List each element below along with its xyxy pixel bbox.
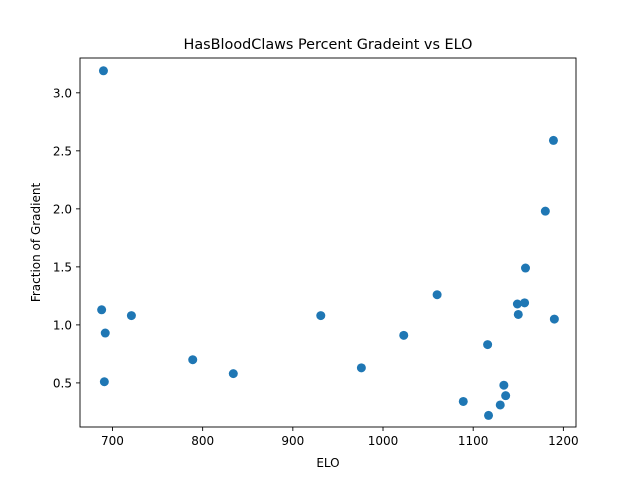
- data-point: [316, 311, 326, 321]
- y-tick-label: 1.0: [53, 318, 72, 332]
- data-point: [99, 377, 109, 387]
- points-layer: [97, 66, 559, 420]
- data-point: [100, 328, 110, 338]
- data-point: [483, 340, 493, 350]
- data-point: [495, 400, 505, 410]
- chart-title: HasBloodClaws Percent Gradeint vs ELO: [184, 37, 473, 53]
- x-tick-label: 1200: [548, 434, 579, 448]
- data-point: [501, 391, 511, 401]
- data-point: [432, 290, 442, 300]
- x-axis-label: ELO: [316, 456, 339, 470]
- y-axis-label: Fraction of Gradient: [29, 183, 43, 303]
- x-axis: 700 800 900 1000 1100 1200: [101, 427, 579, 448]
- data-point: [399, 330, 409, 340]
- data-point: [356, 363, 366, 373]
- y-tick-label: 1.5: [53, 260, 72, 274]
- data-point: [484, 410, 494, 420]
- data-point: [548, 135, 558, 145]
- x-tick-label: 700: [101, 434, 124, 448]
- x-tick-label: 800: [191, 434, 214, 448]
- data-point: [126, 311, 136, 321]
- y-axis: 0.5 1.0 1.5 2.0 2.5 3.0: [53, 86, 80, 390]
- data-point: [520, 263, 530, 273]
- data-point: [98, 66, 108, 76]
- data-point: [188, 355, 198, 365]
- data-point: [513, 309, 523, 319]
- data-point: [549, 314, 559, 324]
- y-tick-label: 3.0: [53, 86, 72, 100]
- x-tick-label: 1100: [458, 434, 489, 448]
- data-point: [97, 305, 107, 315]
- data-point: [458, 396, 468, 406]
- x-tick-label: 1000: [368, 434, 399, 448]
- y-tick-label: 0.5: [53, 376, 72, 390]
- y-tick-label: 2.0: [53, 202, 72, 216]
- data-point: [228, 369, 238, 379]
- x-tick-label: 900: [281, 434, 304, 448]
- data-point: [512, 299, 522, 309]
- data-point: [520, 298, 530, 308]
- data-point: [540, 206, 550, 216]
- y-tick-label: 2.5: [53, 144, 72, 158]
- plot-frame: [79, 57, 577, 428]
- data-point: [499, 380, 509, 390]
